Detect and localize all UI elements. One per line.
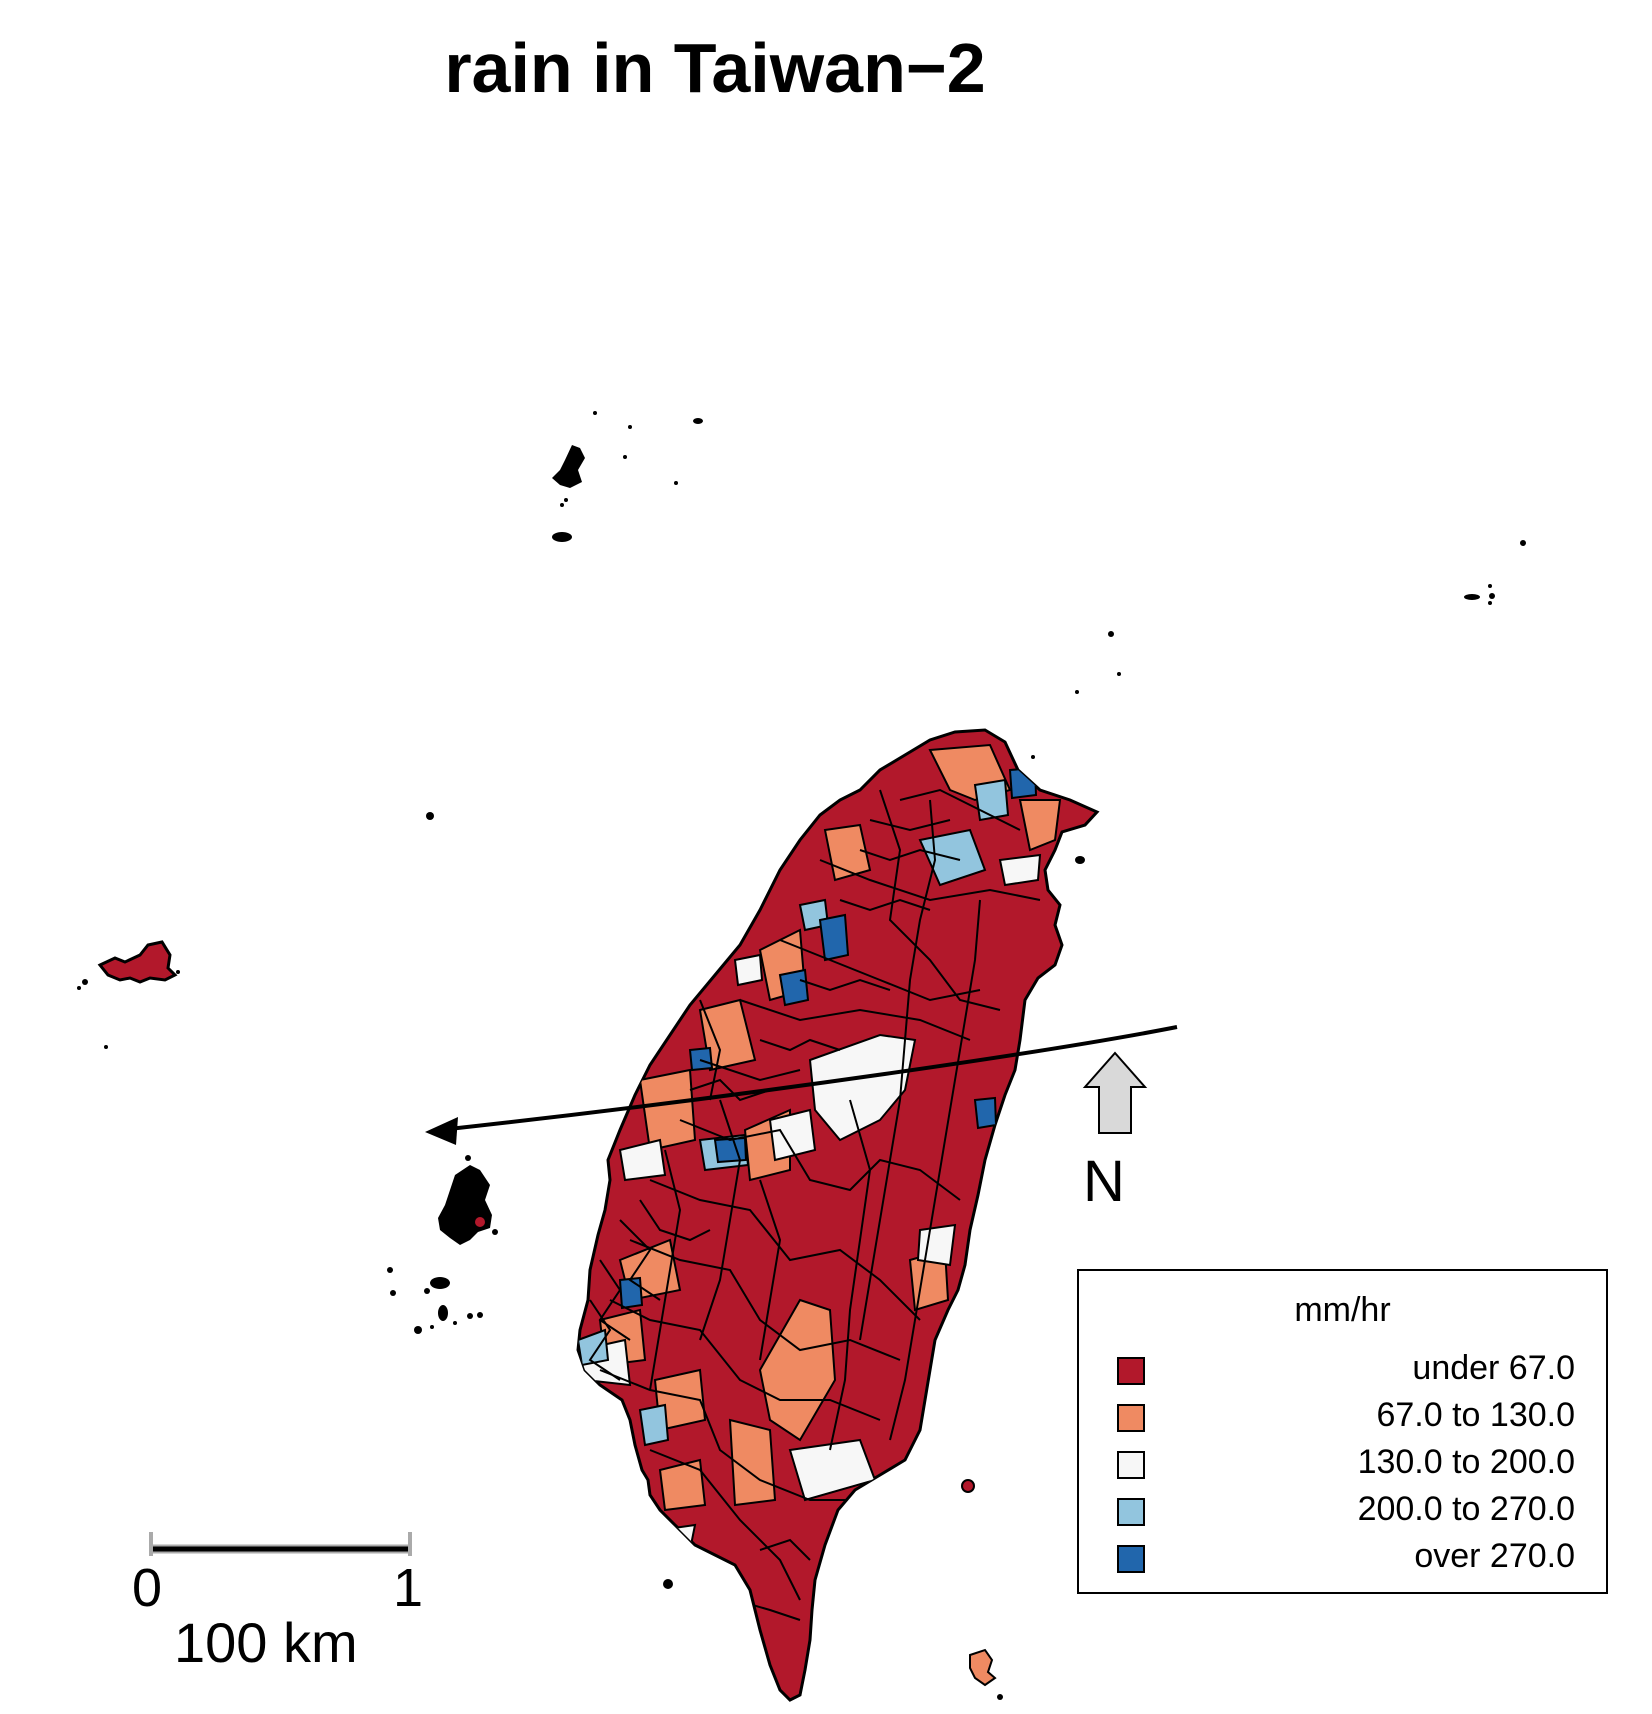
- region-blue-east: [973, 1096, 998, 1130]
- kinmen-islands: [77, 812, 434, 1049]
- region-lightblue-sw: [578, 1328, 610, 1367]
- legend-swatch: [1117, 1451, 1145, 1479]
- region-white-central-2: [768, 1108, 817, 1162]
- region-blue-nw-1: [818, 913, 850, 962]
- legend-label: 130.0 to 200.0: [1357, 1443, 1575, 1481]
- legend-swatch: [1117, 1404, 1145, 1432]
- region-blue-north: [1008, 766, 1038, 800]
- legend-title: mm/hr: [1294, 1291, 1391, 1329]
- legend-swatch: [1117, 1498, 1145, 1526]
- region-white-south: [788, 1438, 877, 1502]
- scale-bar: [149, 1532, 412, 1556]
- region-lightblue-south: [638, 1403, 670, 1447]
- region-white-north: [998, 853, 1042, 887]
- legend-swatch: [1117, 1357, 1145, 1385]
- region-salmon-central-2: [758, 1298, 837, 1442]
- scale-tick-end: 1: [393, 1558, 424, 1618]
- region-white-east: [916, 1223, 957, 1267]
- legend-label: under 67.0: [1412, 1349, 1575, 1387]
- matsu-islands: [552, 411, 703, 542]
- wind-direction-arrowhead: [425, 1117, 458, 1145]
- legend-item: 130.0 to 200.0: [1109, 1442, 1575, 1482]
- region-blue-central: [713, 1136, 748, 1164]
- legend-label: over 270.0: [1414, 1537, 1575, 1575]
- penghu-islands: [387, 1155, 498, 1334]
- taiwan-main-island: [576, 728, 1100, 1702]
- legend-label: 200.0 to 270.0: [1357, 1490, 1575, 1528]
- region-salmon-south-1: [728, 1418, 777, 1507]
- region-salmon-northeast: [1018, 799, 1062, 852]
- north-arrow-icon: [1082, 1051, 1148, 1134]
- legend-swatch: [1117, 1545, 1145, 1573]
- region-white-west-1: [618, 1138, 667, 1182]
- region-white-nw: [733, 953, 764, 987]
- region-lightblue-north-2: [973, 778, 1010, 822]
- legend-item: 67.0 to 130.0: [1109, 1395, 1575, 1435]
- legend-label: 67.0 to 130.0: [1376, 1396, 1575, 1434]
- north-label: N: [1083, 1149, 1125, 1214]
- legend-item: under 67.0: [1109, 1348, 1575, 1388]
- region-salmon-west-2: [638, 1068, 697, 1152]
- scale-label: 100 km: [174, 1611, 358, 1674]
- legend-item: 200.0 to 270.0: [1109, 1489, 1575, 1529]
- northeast-islets: [1031, 540, 1526, 864]
- southeast-islets: [663, 1479, 1003, 1700]
- scale-tick-start: 0: [132, 1558, 163, 1618]
- map-title: rain in Taiwan−2: [444, 29, 986, 107]
- region-white-central-1: [808, 1033, 917, 1142]
- region-salmon-sw-2: [658, 1458, 707, 1512]
- region-blue-sw: [618, 1276, 644, 1310]
- legend: mm/hr under 67.0 67.0 to 130.0 130.0 to …: [1077, 1269, 1608, 1594]
- region-blue-west: [688, 1046, 714, 1072]
- legend-item: over 270.0: [1109, 1536, 1575, 1576]
- wind-direction-line: [439, 1025, 1178, 1132]
- region-blue-nw-2: [778, 968, 810, 1007]
